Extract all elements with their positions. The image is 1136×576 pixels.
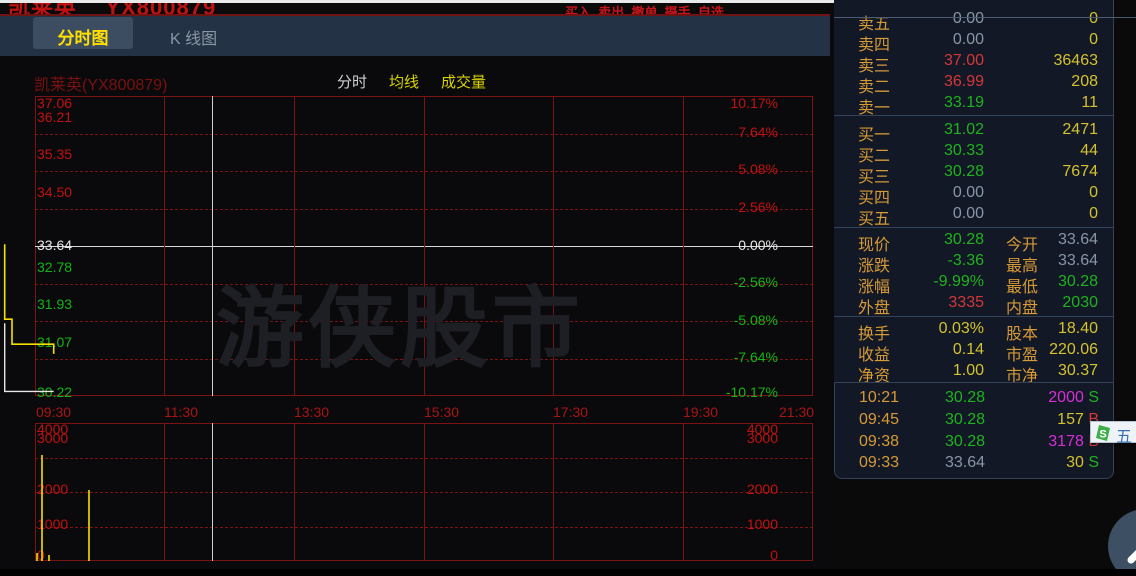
svg-text:S: S	[1099, 429, 1106, 441]
